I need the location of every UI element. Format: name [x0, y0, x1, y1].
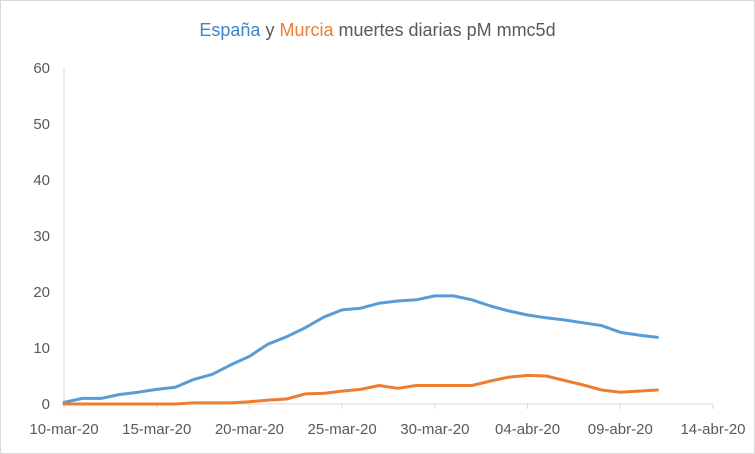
x-tick-label: 09-abr-20: [588, 421, 653, 438]
series-line-murcia: [62, 373, 659, 406]
x-tick-label: 25-mar-20: [308, 421, 377, 438]
x-tick-label: 15-mar-20: [122, 421, 191, 438]
x-tick-label: 10-mar-20: [29, 421, 98, 438]
chart-title: España y Murcia muertes diarias pM mmc5d: [0, 20, 755, 41]
y-tick-label: 60: [33, 60, 50, 77]
y-tick-label: 40: [33, 172, 50, 189]
y-tick-label: 20: [33, 284, 50, 301]
x-tick-label: 04-abr-20: [495, 421, 560, 438]
title-text: muertes diarias pM mmc5d: [338, 20, 556, 40]
y-tick-label: 10: [33, 340, 50, 357]
y-tick-label: 0: [42, 396, 50, 413]
series-line-espana: [62, 294, 659, 404]
title-connector: y: [265, 20, 275, 40]
x-tick-label: 14-abr-20: [680, 421, 745, 438]
x-tick-label: 20-mar-20: [215, 421, 284, 438]
title-series-murcia: Murcia: [279, 20, 334, 40]
y-tick-label: 30: [33, 228, 50, 245]
x-tick-label: 30-mar-20: [400, 421, 469, 438]
title-series-espana: España: [199, 20, 261, 40]
y-tick-label: 50: [33, 116, 50, 133]
